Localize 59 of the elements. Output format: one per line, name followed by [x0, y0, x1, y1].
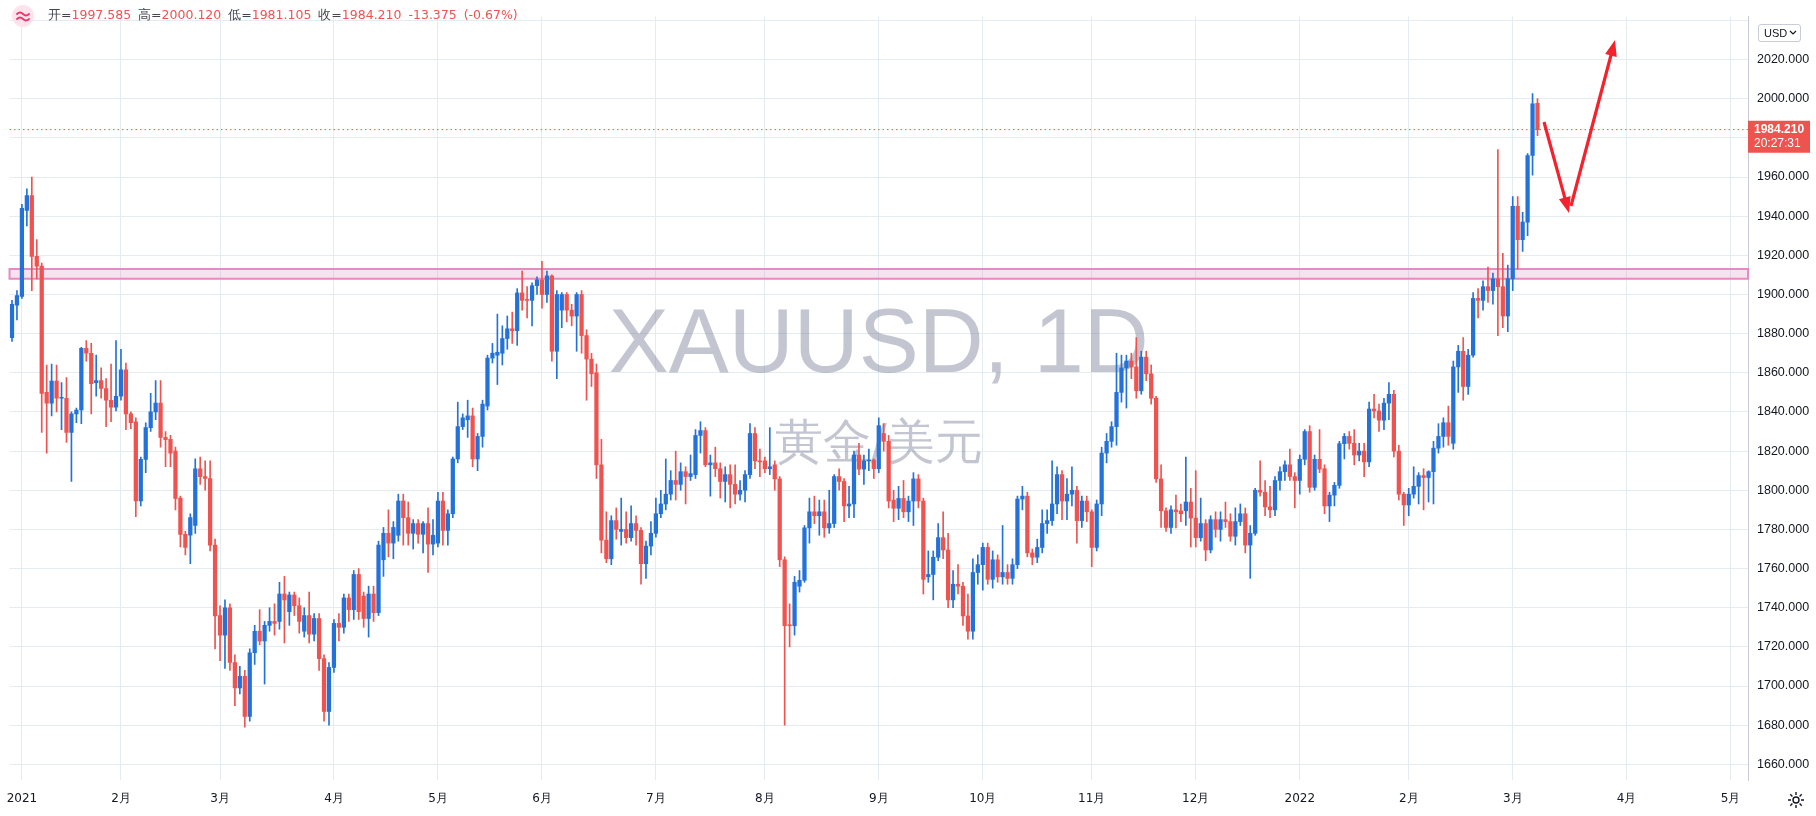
candlestick [1183, 456, 1188, 526]
x-tick-label: 4月 [324, 791, 344, 806]
x-tick-label: 2022 [1284, 791, 1316, 806]
x-tick-label: 4月 [1616, 791, 1637, 806]
y-tick-label: 1760.000 [1757, 561, 1810, 576]
y-tick-label: 1960.000 [1757, 169, 1810, 184]
y-tick-label: 2000.000 [1757, 91, 1810, 106]
y-tick-label: 1700.000 [1757, 678, 1810, 693]
ref-line-label: 1984.210 [1754, 121, 1805, 136]
candlestick [336, 613, 342, 642]
candlestick [510, 311, 515, 344]
y-tick-label: 1680.000 [1757, 717, 1810, 732]
x-tick-label: 11月 [1078, 791, 1106, 806]
y-tick-label: 1780.000 [1757, 521, 1810, 536]
x-tick-label: 2月 [111, 791, 131, 806]
y-tick-label: 2020.000 [1757, 52, 1810, 67]
y-tick-label: 1660.000 [1757, 756, 1810, 771]
candlestick [113, 340, 119, 412]
candlestick [817, 499, 822, 536]
text: 开=1997.585 高=2000.120 低=1981.105 收=1984.210 -13.375 (-0.67%) [48, 7, 518, 23]
y-tick-label: 1880.000 [1757, 326, 1810, 341]
y-tick-label: 1920.000 [1757, 247, 1810, 262]
currency-dropdown: USD [1758, 24, 1802, 42]
x-tick-label: 10月 [969, 791, 997, 806]
x-tick-label: 9月 [868, 791, 889, 806]
candlestick [926, 550, 931, 583]
candlestick [1386, 382, 1392, 421]
x-tick-label: 5月 [1720, 791, 1741, 806]
x-tick-label: 8月 [755, 791, 775, 806]
y-tick-label: 1720.000 [1757, 639, 1810, 654]
y-tick-label: 1940.000 [1757, 208, 1810, 223]
x-tick-label: 3月 [1502, 791, 1523, 806]
x-tick-label: 5月 [428, 791, 448, 806]
y-tick-label: 1840.000 [1757, 404, 1810, 419]
x-tick-label: 3月 [210, 791, 230, 806]
candlestick [767, 427, 772, 475]
text: 20:27:31 [1754, 135, 1802, 150]
candlestick [94, 354, 99, 397]
y-tick-label: 1860.000 [1757, 365, 1810, 380]
y-tick-label: 1820.000 [1757, 443, 1810, 458]
x-tick-label: 6月 [532, 791, 552, 806]
candlestick [1475, 288, 1481, 319]
y-tick-label: 1740.000 [1757, 600, 1810, 615]
y-tick-label: 1800.000 [1757, 482, 1810, 497]
candlestick [723, 466, 728, 503]
candlestick [1178, 503, 1184, 522]
x-tick-label: 7月 [646, 791, 666, 806]
x-tick-label: 2月 [1398, 791, 1419, 806]
candlestick [520, 270, 525, 311]
candlestick [524, 286, 530, 319]
text: XAUUSD, 1D [608, 290, 1149, 391]
x-tick-label: 12月 [1182, 791, 1210, 806]
candlestick [673, 450, 678, 501]
x-tick-label: 2021 [6, 791, 38, 806]
candlestick [1069, 466, 1075, 507]
candlestick [1485, 266, 1491, 303]
y-tick-label: 1900.000 [1757, 286, 1810, 301]
candlestick [619, 497, 624, 546]
candlestick [728, 464, 733, 509]
